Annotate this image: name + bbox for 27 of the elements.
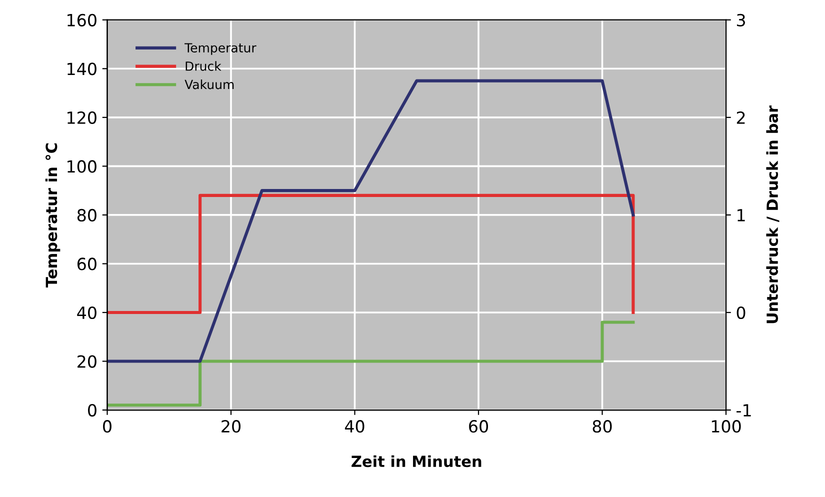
- y2-tick-label: 0: [736, 306, 746, 320]
- y2-axis-title: Unterdruck / Druck in bar: [766, 105, 780, 324]
- y2-tick-label: 2: [736, 111, 745, 124]
- y2-tick-label: 3: [736, 14, 745, 26]
- legend-label: Vakuum: [184, 80, 234, 90]
- y-tick-label: 40: [77, 306, 96, 320]
- x-tick-label: 40: [344, 420, 364, 433]
- y-tick-label: 60: [77, 258, 96, 270]
- y-tick-label: 100: [68, 160, 96, 173]
- x-tick-label: 100: [712, 420, 741, 433]
- y2-tick-label: -1: [736, 404, 751, 416]
- y-tick-label: 140: [68, 62, 96, 76]
- legend-label: Temperatur: [184, 43, 256, 55]
- x-axis-title: Zeit in Minuten: [352, 455, 482, 468]
- y-axis-title: Temperatur in °C: [45, 143, 60, 288]
- y-tick-label: 0: [88, 404, 96, 417]
- x-tick-label: 0: [103, 420, 112, 433]
- line-series: [107, 79, 635, 363]
- x-tick-label: 20: [222, 420, 240, 433]
- legend-label: Druck: [186, 61, 222, 71]
- y-tick-label: 120: [68, 111, 96, 124]
- y-tick-label: 160: [68, 14, 96, 26]
- y-tick-label: 20: [78, 355, 96, 368]
- x-tick-label: 80: [592, 420, 612, 433]
- y-tick-label: 80: [77, 208, 96, 222]
- y2-tick-label: 1: [738, 209, 745, 222]
- x-tick-label: 60: [469, 420, 488, 433]
